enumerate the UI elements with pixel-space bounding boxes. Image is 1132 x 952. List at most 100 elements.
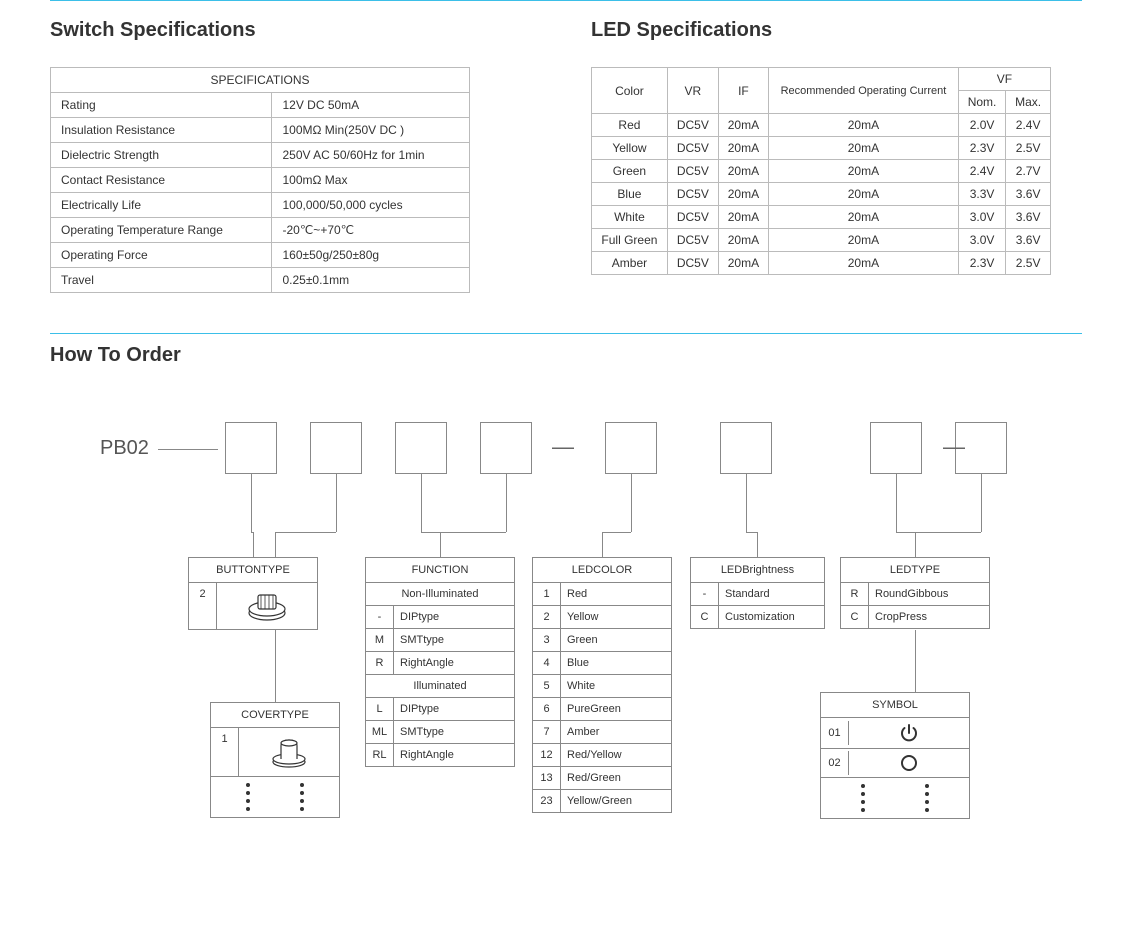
led-max: 2.7V: [1006, 160, 1051, 183]
led-color: Red: [592, 114, 668, 137]
led-nom: 2.3V: [958, 252, 1005, 275]
order-code-box: [870, 422, 922, 474]
spec-val: 160±50g/250±80g: [272, 243, 470, 268]
spec-key: Dielectric Strength: [51, 143, 272, 168]
order-dash: —: [943, 434, 965, 460]
connector: [440, 532, 506, 533]
opt-code: C: [691, 606, 719, 628]
led-roc: 20mA: [769, 114, 959, 137]
led-max: 2.5V: [1006, 252, 1051, 275]
opt-code: 7: [533, 721, 561, 743]
opt-label: Amber: [561, 721, 671, 743]
opt-code: 3: [533, 629, 561, 651]
spec-val: 100mΩ Max: [272, 168, 470, 193]
led-roc: 20mA: [769, 160, 959, 183]
led-nom: 2.3V: [958, 137, 1005, 160]
led-if: 20mA: [718, 160, 768, 183]
led-spec-title: LED Specifications: [591, 19, 1082, 42]
ellipsis-dots: [300, 783, 304, 811]
opt-code: -: [691, 583, 719, 605]
spec-key: Operating Temperature Range: [51, 218, 272, 243]
opt-label: Red/Green: [561, 767, 671, 789]
led-h-max: Max.: [1006, 91, 1051, 114]
led-color: Yellow: [592, 137, 668, 160]
connector: [915, 532, 981, 533]
connector: [440, 532, 441, 557]
led-vr: DC5V: [667, 229, 718, 252]
led-h-nom: Nom.: [958, 91, 1005, 114]
order-code-box: [605, 422, 657, 474]
switch-spec-title: Switch Specifications: [50, 19, 541, 42]
spec-key: Travel: [51, 268, 272, 293]
connector: [602, 532, 631, 533]
opt-code: 6: [533, 698, 561, 720]
spec-val: 100,000/50,000 cycles: [272, 193, 470, 218]
led-nom: 3.0V: [958, 206, 1005, 229]
ledcolor-table: LEDCOLOR 1Red2Yellow3Green4Blue5White6Pu…: [532, 557, 672, 813]
spec-val: -20℃~+70℃: [272, 218, 470, 243]
how-to-order-diagram: PB02 —— BUTTONTYPE 2: [50, 392, 1082, 952]
led-nom: 3.3V: [958, 183, 1005, 206]
opt-code: 13: [533, 767, 561, 789]
table-title: LEDCOLOR: [533, 558, 671, 583]
connector: [275, 532, 336, 533]
opt-label: SMTtype: [394, 721, 514, 743]
led-color: Amber: [592, 252, 668, 275]
opt-label: Red: [561, 583, 671, 605]
led-nom: 2.4V: [958, 160, 1005, 183]
table-title: SYMBOL: [821, 693, 969, 718]
circle-icon: [849, 749, 969, 777]
order-code-box: [225, 422, 277, 474]
led-spec-table: Color VR IF Recommended Operating Curren…: [591, 67, 1051, 275]
led-roc: 20mA: [769, 206, 959, 229]
spec-header: SPECIFICATIONS: [51, 68, 470, 93]
connector: [336, 474, 337, 532]
order-code-box: [480, 422, 532, 474]
section-divider: [50, 333, 1082, 334]
led-color: Full Green: [592, 229, 668, 252]
connector: [896, 532, 915, 533]
led-color: White: [592, 206, 668, 229]
ellipsis-dots: [246, 783, 250, 811]
spec-key: Electrically Life: [51, 193, 272, 218]
opt-code: 4: [533, 652, 561, 674]
order-code-box: [720, 422, 772, 474]
opt-label: RoundGibbous: [869, 583, 989, 605]
opt-code: M: [366, 629, 394, 651]
table-title: LEDBrightness: [691, 558, 824, 583]
led-vr: DC5V: [667, 183, 718, 206]
opt-label: Yellow/Green: [561, 790, 671, 812]
led-nom: 2.0V: [958, 114, 1005, 137]
function-table: FUNCTION Non-Illuminated-DIPtypeMSMTtype…: [365, 557, 515, 767]
led-max: 3.6V: [1006, 206, 1051, 229]
ledtype-table: LEDTYPE RRoundGibbousCCropPress: [840, 557, 990, 629]
connector: [251, 474, 252, 532]
connector: [631, 474, 632, 532]
ellipsis-dots: [925, 784, 929, 812]
button-base-icon: [217, 583, 317, 629]
led-max: 3.6V: [1006, 183, 1051, 206]
led-vr: DC5V: [667, 160, 718, 183]
function-subheader: Illuminated: [366, 675, 514, 698]
how-to-order-title: How To Order: [50, 344, 1082, 367]
led-h-color: Color: [592, 68, 668, 114]
cover-cap-icon: [239, 728, 339, 776]
order-dash: —: [552, 434, 574, 460]
connector: [915, 630, 916, 692]
connector: [253, 532, 254, 557]
covertype-table: COVERTYPE 1: [210, 702, 340, 818]
led-if: 20mA: [718, 114, 768, 137]
spec-key: Operating Force: [51, 243, 272, 268]
opt-code: C: [841, 606, 869, 628]
opt-label: Customization: [719, 606, 824, 628]
led-if: 20mA: [718, 229, 768, 252]
opt-label: DIPtype: [394, 606, 514, 628]
opt-code: 02: [821, 751, 849, 775]
table-title: FUNCTION: [366, 558, 514, 583]
opt-code: 12: [533, 744, 561, 766]
opt-label: Standard: [719, 583, 824, 605]
switch-spec-table: SPECIFICATIONS Rating12V DC 50mAInsulati…: [50, 67, 470, 293]
table-title: BUTTONTYPE: [189, 558, 317, 583]
opt-code: 5: [533, 675, 561, 697]
led-max: 3.6V: [1006, 229, 1051, 252]
